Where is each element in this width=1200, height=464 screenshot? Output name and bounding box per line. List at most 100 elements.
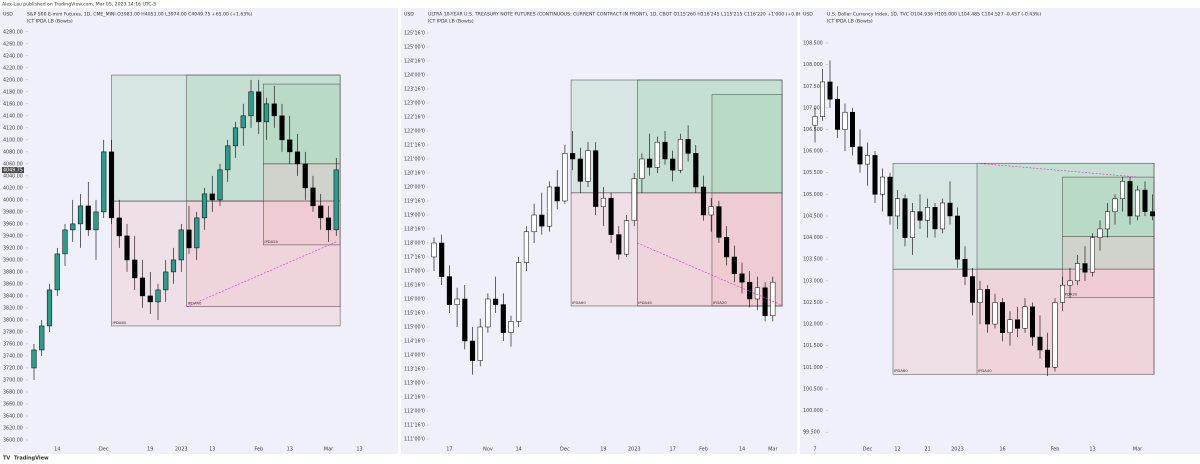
y-tick-label: 123'00'0 [404, 100, 425, 106]
candle-body [539, 214, 545, 227]
y-tick-label: 3740.00 [3, 353, 23, 359]
y-tick-label: 117'16'0 [404, 254, 425, 260]
panel: USD S&P 500 E-mini Futures, 1D, CME_MINI … [0, 8, 398, 454]
footer-icon: TV [3, 456, 10, 462]
candle-body [194, 217, 200, 249]
x-tick-label: 13 [1089, 447, 1095, 453]
candle-body [762, 287, 768, 317]
x-tick-label: 17 [670, 447, 676, 453]
candle-body [108, 151, 115, 219]
candle-body [593, 150, 599, 207]
candle-body [827, 81, 833, 100]
candle-body [155, 289, 161, 303]
candle-body [546, 186, 553, 227]
candle-body [631, 178, 637, 221]
candle-body [54, 253, 60, 291]
candle-body [1045, 349, 1050, 368]
y-tick-label: 120'16'0 [404, 170, 425, 176]
x-tick-label: 14 [739, 447, 745, 453]
candle-body [302, 163, 308, 189]
y-tick-label: 119'00'0 [404, 212, 425, 218]
x-tick-label: 12 [894, 447, 900, 453]
candle-body [1142, 189, 1148, 212]
y-tick-label: 3620.00 [3, 425, 23, 431]
candle-body [910, 211, 915, 238]
zone-label: IPDA60 [894, 368, 908, 373]
candle-body [700, 186, 707, 216]
candle-body [1022, 306, 1028, 329]
indicator-name: ICT IPDA LB (Bowts) [428, 19, 474, 25]
discount-zone [976, 268, 1155, 375]
zone-label: IPDA40 [978, 368, 992, 373]
candle-body [1037, 336, 1043, 351]
y-tick-label: 121'16'0 [404, 142, 425, 148]
candle-body [493, 298, 499, 305]
panel: USD ULTRA 10-YEAR U.S. TREASURY NOTE FUTU… [401, 8, 808, 454]
currency-label: USD [404, 12, 414, 18]
candle-body [685, 139, 691, 154]
candle-body [1075, 263, 1080, 282]
panel-background [800, 8, 1200, 454]
y-tick-label: 4080.00 [3, 149, 23, 155]
candle-body [70, 223, 76, 231]
x-tick-label: Mar [324, 447, 334, 453]
y-tick-label: 122'16'0 [404, 114, 425, 120]
candle-body [992, 302, 998, 325]
y-tick-label: 99.500 [803, 430, 820, 436]
y-tick-label: 123'16'0 [404, 86, 425, 92]
candle-body [616, 234, 622, 255]
y-tick-label: 116'00'0 [404, 296, 425, 302]
candle-body [1060, 284, 1065, 303]
x-tick-label: 16 [999, 447, 1005, 453]
x-tick-label: 13 [356, 447, 362, 453]
candle-body [85, 205, 91, 231]
x-tick-label: 14 [516, 447, 522, 453]
y-tick-label: 4060.00 [3, 161, 23, 167]
candle-body [209, 193, 215, 201]
x-tick-label: 13 [209, 447, 215, 453]
y-tick-label: 101.000 [803, 365, 823, 371]
symbol-header: U.S. Dollar Currency Index, 1D, TVC O104… [827, 12, 1041, 18]
x-tick-label: 19 [600, 447, 606, 453]
currency-label: USD [3, 12, 13, 18]
y-tick-label: 125'16'0 [404, 30, 425, 36]
candle-body [39, 325, 45, 351]
candle-body [232, 127, 239, 147]
y-tick-label: 112'16'0 [404, 394, 425, 400]
candle-body [93, 211, 99, 231]
projection-line [186, 241, 337, 308]
candle-body [310, 187, 316, 207]
candle-body [271, 103, 277, 117]
candle-body [850, 111, 855, 148]
x-tick-label: 21 [924, 447, 930, 453]
candle-body [716, 206, 722, 238]
projection-line [637, 242, 781, 305]
y-tick-label: 121'00'0 [404, 156, 425, 162]
candle-body [186, 229, 192, 249]
y-tick-label: 115'16'0 [404, 310, 425, 316]
projection-line [976, 162, 1138, 178]
candle-body [754, 287, 760, 300]
y-tick-label: 118'00'0 [404, 240, 425, 246]
candle-body [31, 349, 37, 369]
candle-body [1135, 189, 1140, 217]
candle-body [925, 207, 930, 221]
y-tick-label: 118'16'0 [404, 226, 425, 232]
x-tick-label: 19 [147, 447, 153, 453]
candle-body [670, 158, 676, 171]
candle-body [562, 153, 568, 202]
candle-body [454, 298, 460, 305]
candle-body [1007, 319, 1013, 333]
x-tick-label: Nov [483, 447, 493, 453]
x-tick-label: 17 [446, 447, 452, 453]
candle-body [217, 169, 223, 201]
y-tick-label: 114'00'0 [404, 352, 425, 358]
candle-body [731, 256, 737, 275]
y-tick-label: 4240.00 [3, 53, 23, 59]
candle-body [531, 214, 537, 233]
candle-body [1067, 280, 1073, 286]
x-tick-label: 2023 [951, 447, 964, 453]
candle-body [318, 205, 324, 219]
candle-body [439, 242, 445, 277]
candle-body [639, 158, 645, 179]
